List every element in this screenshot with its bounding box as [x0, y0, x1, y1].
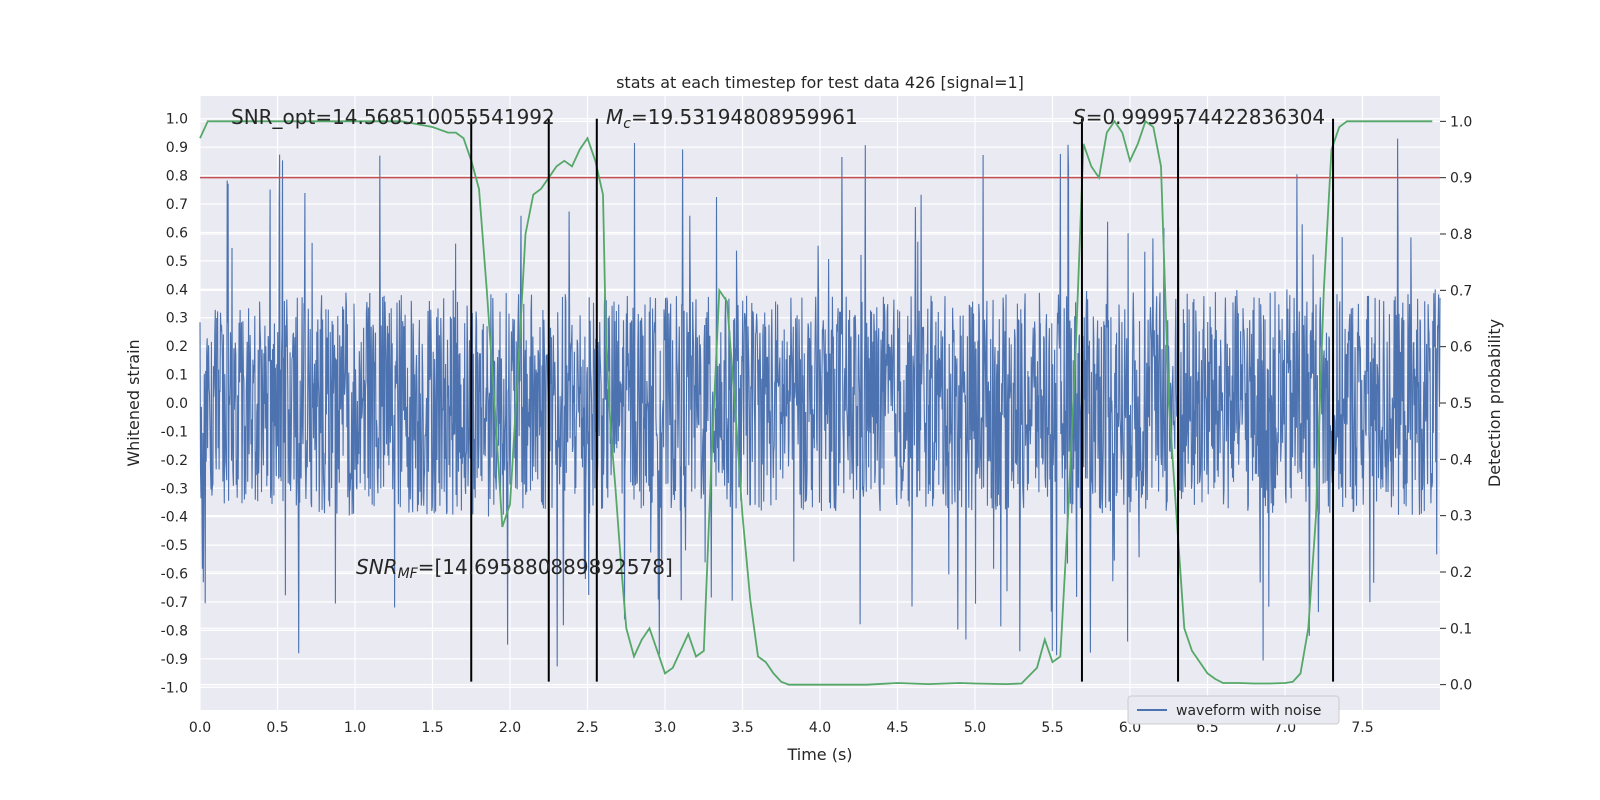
- x-tick-label: 4.0: [809, 720, 831, 736]
- strain-series: [199, 138, 1441, 667]
- x-tick-label: 7.5: [1351, 720, 1373, 736]
- y-tick-label: 0.1: [166, 368, 188, 384]
- y-tick-label: -0.5: [161, 538, 188, 554]
- y-tick-label: 0.5: [166, 254, 188, 270]
- y-tick-label: -0.2: [161, 453, 188, 469]
- y2-tick-label: 0.1: [1450, 621, 1472, 637]
- y2-tick-label: 0.0: [1450, 678, 1472, 694]
- s-annotation: S=0.9999574422836304: [1073, 105, 1325, 129]
- x-tick-label: 1.0: [344, 720, 366, 736]
- x-tick-label: 0.0: [189, 720, 211, 736]
- y2-tick-label: 0.6: [1450, 340, 1472, 356]
- y-tick-label: 0.7: [166, 197, 188, 213]
- x-axis-label: Time (s): [786, 745, 852, 764]
- y-tick-label: -0.6: [161, 567, 188, 583]
- x-tick-label: 2.5: [576, 720, 598, 736]
- x-tick-label: 4.5: [886, 720, 908, 736]
- y2-axis-label: Detection probability: [1485, 319, 1504, 487]
- legend: waveform with noise: [1127, 695, 1340, 725]
- x-tick-label: 5.5: [1041, 720, 1063, 736]
- y-tick-label: -0.1: [161, 424, 188, 440]
- y-tick-label: -0.3: [161, 481, 188, 497]
- y-tick-label: 0.4: [166, 282, 188, 298]
- snr-mf-annotation: SNRMF=[14.695880889892578]: [356, 555, 673, 582]
- y-tick-label: 0.6: [166, 225, 188, 241]
- y2-tick-label: 0.5: [1450, 396, 1472, 412]
- y2-tick-label: 0.7: [1450, 283, 1472, 299]
- y-tick-label: 1.0: [166, 112, 188, 128]
- probability-series: [199, 119, 1433, 686]
- y2-tick-label: 0.8: [1450, 227, 1472, 243]
- y-tick-label: 0.0: [166, 396, 188, 412]
- x-tick-label: 3.0: [654, 720, 676, 736]
- y-axis-label: Whitened strain: [124, 339, 143, 466]
- y2-tick-label: 0.3: [1450, 509, 1472, 525]
- strain-path: [199, 138, 1441, 667]
- y2-tick-label: 0.4: [1450, 452, 1472, 468]
- chart-title: stats at each timestep for test data 426…: [616, 73, 1024, 92]
- y-tick-label: -0.9: [161, 652, 188, 668]
- y2-tick-label: 1.0: [1450, 114, 1472, 130]
- x-tick-label: 2.0: [499, 720, 521, 736]
- y2-axis-ticks: 1.0 0.9 0.8 0.7 0.6 0.5 0.4 0.3 0.2 0.1 0.0: [1440, 114, 1472, 694]
- legend-label: waveform with noise: [1176, 703, 1321, 719]
- y-tick-label: 0.9: [166, 140, 188, 156]
- x-tick-label: 3.5: [731, 720, 753, 736]
- x-tick-label: 1.5: [421, 720, 443, 736]
- x-tick-label: 0.5: [266, 720, 288, 736]
- x-tick-label: 5.0: [964, 720, 986, 736]
- y-axis-ticks: 1.0 0.9 0.8 0.7 0.6 0.5 0.4 0.3 0.2 0.1 0.0 -0.1 -0.…: [161, 112, 188, 697]
- y-tick-label: 0.3: [166, 311, 188, 327]
- y-tick-label: -1.0: [161, 680, 188, 696]
- y-tick-label: -0.8: [161, 623, 188, 639]
- mc-annotation: Mc=19.53194808959961: [606, 105, 858, 132]
- y2-tick-label: 0.2: [1450, 565, 1472, 581]
- y-tick-label: -0.7: [161, 595, 188, 611]
- snr-opt-annotation: SNR_opt=14.568510055541992: [231, 105, 555, 129]
- legend-box: [1127, 695, 1340, 725]
- y-tick-label: 0.2: [166, 339, 188, 355]
- vertical-markers: [470, 118, 1335, 682]
- y2-tick-label: 0.9: [1450, 171, 1472, 187]
- y-tick-label: 0.8: [166, 169, 188, 185]
- y-tick-label: -0.4: [161, 510, 188, 526]
